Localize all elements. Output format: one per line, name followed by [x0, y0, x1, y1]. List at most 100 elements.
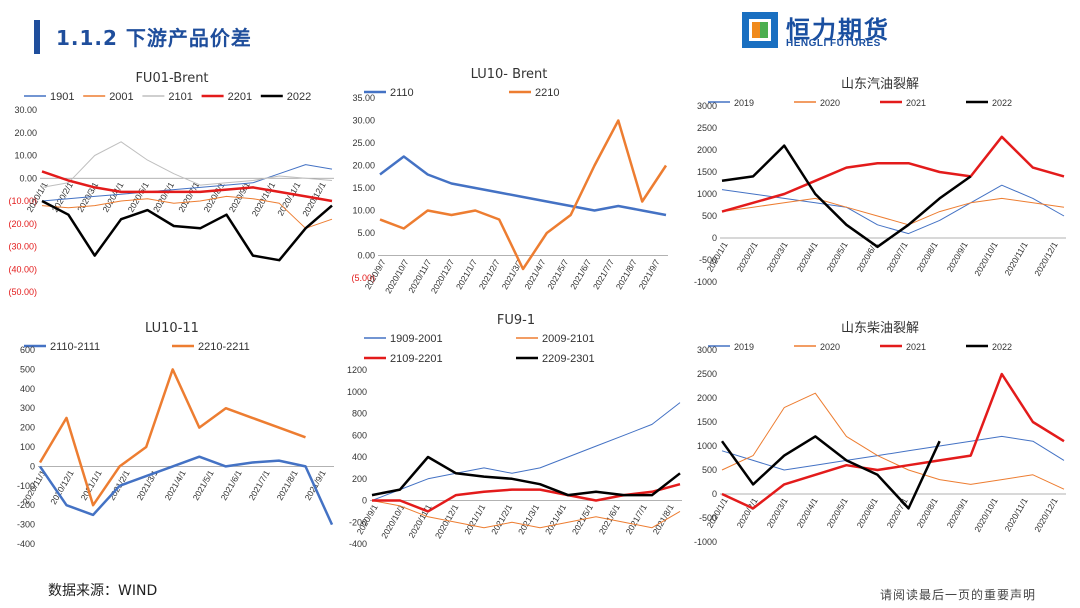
- y-tick-label: -400: [17, 539, 35, 549]
- y-tick-label: -500: [699, 513, 717, 523]
- series-line: [721, 197, 1065, 226]
- legend-label: 2110: [390, 87, 414, 99]
- y-tick-label: 300: [20, 403, 35, 413]
- y-tick-label: 500: [702, 211, 717, 221]
- x-tick-label: 2020/12/1: [1032, 496, 1060, 534]
- legend-item: 2210-2211: [172, 341, 250, 353]
- y-tick-label: (10.00): [8, 196, 37, 206]
- chart-svg: FU01-Brent 1901 2001 2101 2201 2022 30.00 20.00…: [8, 71, 334, 297]
- x-tick-label: 2020/10/1: [379, 502, 407, 540]
- y-tick-label: 2500: [697, 369, 717, 379]
- x-tick-label: 2021/7/7: [591, 257, 616, 291]
- y-tick-label: -300: [17, 520, 35, 530]
- x-tick-label: 2020/11/1: [1002, 240, 1029, 277]
- y-tick-label: 20.00: [352, 161, 375, 171]
- legend-label: 2019: [734, 98, 754, 108]
- series-line: [371, 402, 681, 501]
- y-tick-label: 200: [20, 423, 35, 433]
- chart-title: 山东柴油裂解: [841, 321, 919, 336]
- legend-item: 1909-2001: [364, 333, 443, 345]
- y-tick-label: 1000: [697, 189, 717, 199]
- y-tick-label: (5.00): [351, 273, 375, 283]
- y-tick-label: 1500: [697, 167, 717, 177]
- legend-item: 2020: [794, 342, 840, 352]
- y-tick-label: 15.00: [352, 183, 375, 193]
- legend-item: 2019: [708, 98, 754, 108]
- legend-label: 2022: [992, 98, 1012, 108]
- y-tick-label: 1000: [347, 387, 367, 397]
- x-tick-label: 2021/7/1: [247, 468, 272, 502]
- series-line: [721, 372, 1065, 510]
- legend-label: 2101: [168, 91, 192, 103]
- x-tick-label: 2020/9/1: [945, 240, 970, 274]
- chart-shandong-gasoline-crack: 山东汽油裂解 2019 2020 2021 2022 3000 2500 2000 1500 10…: [688, 72, 1072, 308]
- series-line: [41, 164, 333, 202]
- legend-label: 1909-2001: [390, 333, 443, 345]
- legend-label: 2009-2101: [542, 333, 595, 345]
- y-tick-label: 800: [352, 409, 367, 419]
- y-tick-label: 400: [352, 452, 367, 462]
- x-tick-label: 2020/11/1: [1002, 496, 1029, 533]
- series-line: [38, 455, 334, 526]
- x-tick-label: 2020/9/1: [945, 496, 970, 530]
- y-tick-label: 600: [20, 345, 35, 355]
- x-tick-label: 2020/2/1: [735, 240, 760, 274]
- x-tick-label: 2021/5/7: [545, 257, 570, 291]
- legend-item: 2022: [966, 98, 1012, 108]
- series-line: [38, 368, 306, 507]
- legend-item: 2021: [880, 342, 926, 352]
- y-tick-label: 10.00: [14, 151, 37, 161]
- chart-title: LU10- Brent: [471, 67, 548, 82]
- y-tick-label: (30.00): [8, 242, 37, 252]
- x-tick-label: 2020/3/1: [765, 240, 790, 274]
- x-tick-label: 2021/4/1: [163, 468, 188, 502]
- x-tick-label: 2020/3/1: [765, 496, 790, 530]
- series-line: [721, 435, 1065, 471]
- series-line: [721, 184, 1065, 235]
- x-tick-label: 2021/1/1: [462, 502, 487, 536]
- y-tick-label: 25.00: [352, 138, 375, 148]
- legend-label: 2022: [992, 342, 1012, 352]
- legend-label: 2001: [109, 91, 133, 103]
- series-line: [721, 135, 1065, 213]
- y-tick-label: 35.00: [352, 93, 375, 103]
- y-tick-label: 500: [20, 364, 35, 374]
- y-tick-label: 0.00: [357, 251, 375, 261]
- legend-item: 2020: [794, 98, 840, 108]
- x-tick-label: 2021/8/7: [614, 257, 639, 291]
- legend-item: 1901: [24, 91, 74, 103]
- legend-label: 2019: [734, 342, 754, 352]
- legend-label: 2201: [228, 91, 252, 103]
- x-tick-label: 2021/1/7: [454, 257, 479, 291]
- y-tick-label: 2000: [697, 393, 717, 403]
- x-tick-label: 2020/10/1: [972, 240, 1000, 278]
- title-accent-bar: [34, 20, 40, 54]
- legend-label: 2110-2111: [50, 341, 100, 353]
- legend-item: 2101: [142, 91, 193, 103]
- legend-item: 2210: [509, 87, 559, 99]
- y-tick-label: 30.00: [352, 116, 375, 126]
- legend-item: 2019: [708, 342, 754, 352]
- x-tick-label: 2020/4/1: [795, 240, 820, 274]
- x-tick-label: 2021/2/1: [489, 502, 514, 536]
- y-tick-label: 2000: [697, 145, 717, 155]
- chart-fu9-1: FU9-1 1909-2001 2009-2101 2109-2201 2209-230…: [344, 308, 688, 552]
- logo-mark-icon: [742, 12, 778, 48]
- legend-label: 2021: [906, 342, 926, 352]
- chart-title: FU9-1: [497, 313, 535, 328]
- y-tick-label: 100: [20, 442, 35, 452]
- x-tick-label: 2021/8/1: [275, 468, 300, 502]
- legend-item: 2001: [83, 91, 134, 103]
- series-line: [371, 500, 681, 529]
- x-tick-label: 2020/4/1: [100, 180, 125, 214]
- y-tick-label: 0: [362, 496, 367, 506]
- series-line: [379, 119, 668, 271]
- x-tick-label: 2020/7/1: [885, 240, 910, 274]
- x-tick-label: 2020/8/1: [915, 240, 940, 274]
- legend-label: 2210: [535, 87, 559, 99]
- y-tick-label: 500: [702, 465, 717, 475]
- y-tick-label: 5.00: [357, 228, 375, 238]
- legend-item: 2110-2111: [24, 341, 100, 353]
- chart-lu10-11: LU10-11 2110-2111 2210-2211 600 500 400 300 200…: [4, 316, 340, 556]
- x-tick-label: 2021/5/1: [191, 468, 216, 502]
